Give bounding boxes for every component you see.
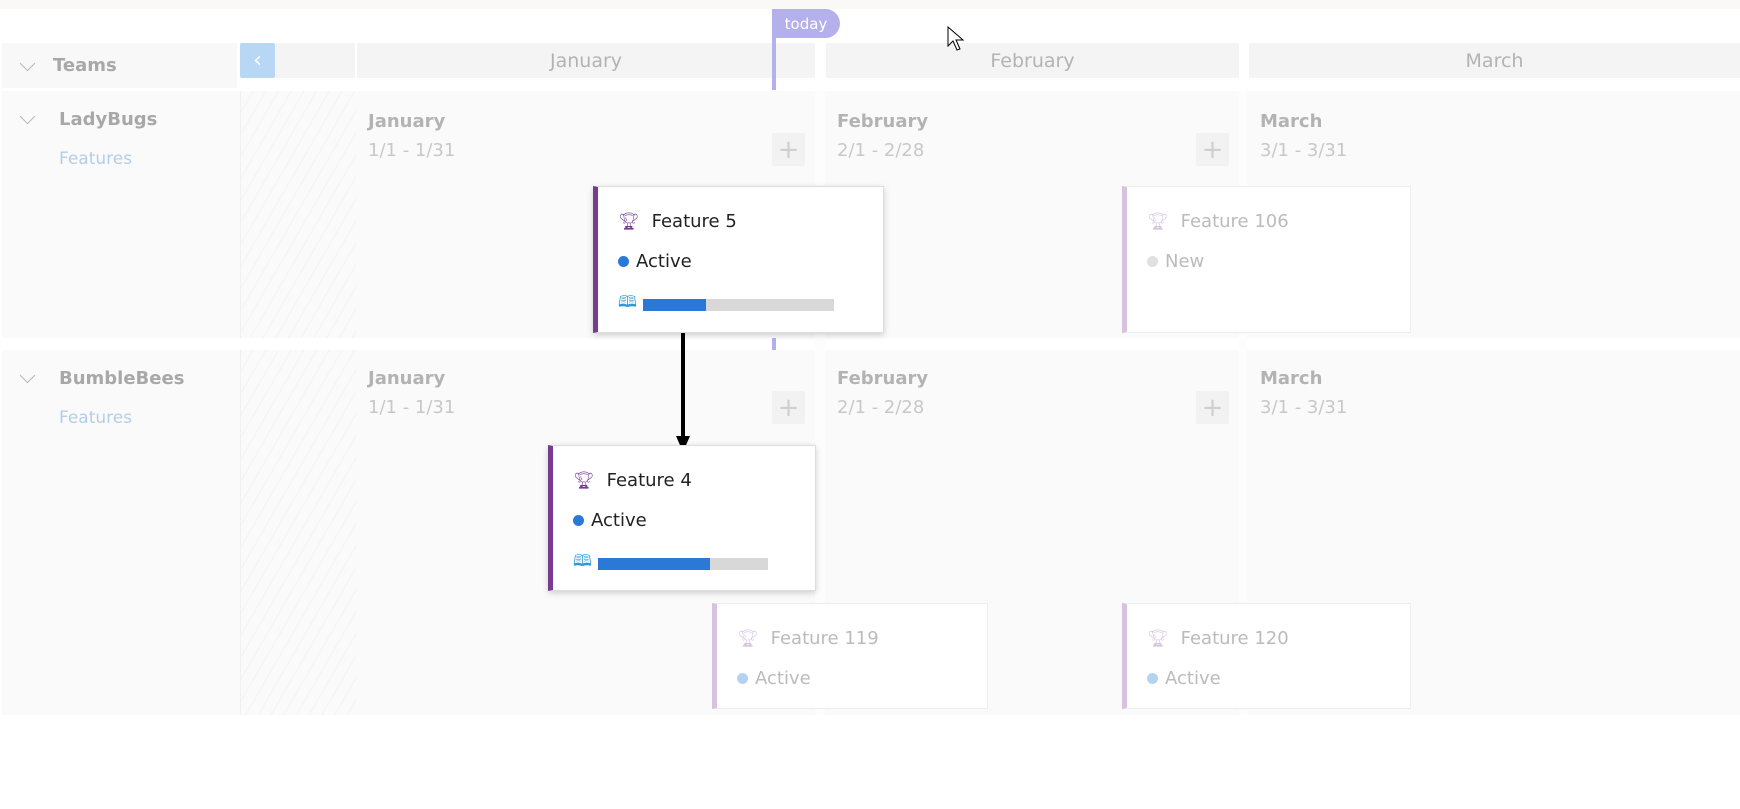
collapse-button[interactable]: ‹ xyxy=(240,43,275,78)
dependency-arrow xyxy=(676,332,690,452)
progress-bar xyxy=(597,557,768,570)
add-item-button[interactable]: + xyxy=(772,391,805,424)
trophy-icon: 🏆︎ xyxy=(737,628,759,649)
iteration-label: January 1/1 - 1/31 xyxy=(368,111,456,161)
card-title[interactable]: Feature 106 xyxy=(1180,211,1289,232)
column-divider xyxy=(815,91,825,715)
card-title[interactable]: Feature 5 xyxy=(651,211,737,232)
team-cell: LadyBugs Features xyxy=(2,91,239,338)
book-icon: 🕮︎ xyxy=(618,292,637,311)
feature-card[interactable]: 🏆︎ Feature 120 Active xyxy=(1122,603,1411,709)
feature-card[interactable]: 🏆︎ Feature 119 Active xyxy=(712,603,988,709)
chevron-down-icon[interactable] xyxy=(19,367,36,384)
feature-card[interactable]: 🏆︎ Feature 4 Active 🕮︎ xyxy=(548,445,816,591)
progress-bar xyxy=(642,298,834,311)
today-line xyxy=(772,38,776,90)
card-state: Active xyxy=(591,510,647,531)
iteration-label: February 2/1 - 2/28 xyxy=(837,111,929,161)
card-title[interactable]: Feature 120 xyxy=(1180,628,1289,649)
iteration-label: March 3/1 - 3/31 xyxy=(1260,111,1348,161)
state-dot xyxy=(737,673,748,684)
progress-fill xyxy=(597,557,711,570)
state-dot xyxy=(1147,673,1158,684)
iteration-label: February 2/1 - 2/28 xyxy=(837,368,929,418)
trophy-icon: 🏆︎ xyxy=(1147,211,1169,232)
card-state: Active xyxy=(1165,668,1221,689)
past-area xyxy=(240,91,356,338)
team-name: LadyBugs xyxy=(59,109,158,130)
card-state: Active xyxy=(636,251,692,272)
month-header-january: January xyxy=(357,43,815,78)
add-item-button[interactable]: + xyxy=(772,133,805,166)
card-title[interactable]: Feature 4 xyxy=(606,470,692,491)
top-strip xyxy=(0,0,1740,9)
chevron-down-icon[interactable] xyxy=(19,108,36,125)
today-marker: today xyxy=(772,9,840,38)
features-link[interactable]: Features xyxy=(59,408,133,428)
month-header-february: February xyxy=(826,43,1239,78)
iteration-label: March 3/1 - 3/31 xyxy=(1260,368,1348,418)
month-header-march: March xyxy=(1249,43,1740,78)
team-name: BumbleBees xyxy=(59,368,185,389)
team-cell: BumbleBees Features xyxy=(2,350,239,715)
trophy-icon: 🏆︎ xyxy=(1147,628,1169,649)
header-spacer xyxy=(275,43,355,78)
state-dot xyxy=(573,515,584,526)
chevron-down-icon xyxy=(19,55,36,72)
features-link[interactable]: Features xyxy=(59,149,133,169)
mouse-cursor-icon xyxy=(947,26,965,51)
teams-header[interactable]: Teams xyxy=(2,43,237,88)
state-dot xyxy=(618,256,629,267)
trophy-icon: 🏆︎ xyxy=(618,211,640,232)
past-area xyxy=(240,350,356,715)
progress-fill xyxy=(642,298,706,311)
chevron-left-icon: ‹ xyxy=(253,48,262,73)
card-title[interactable]: Feature 119 xyxy=(770,628,879,649)
add-item-button[interactable]: + xyxy=(1196,391,1229,424)
card-state: New xyxy=(1165,251,1205,272)
iteration-label: January 1/1 - 1/31 xyxy=(368,368,456,418)
feature-card[interactable]: 🏆︎ Feature 106 New xyxy=(1122,186,1411,333)
teams-label: Teams xyxy=(53,55,117,76)
card-state: Active xyxy=(755,668,811,689)
trophy-icon: 🏆︎ xyxy=(573,470,595,491)
state-dot xyxy=(1147,256,1158,267)
feature-card[interactable]: 🏆︎ Feature 5 Active 🕮︎ xyxy=(593,186,884,333)
add-item-button[interactable]: + xyxy=(1196,133,1229,166)
book-icon: 🕮︎ xyxy=(573,551,592,570)
column-divider xyxy=(1239,91,1247,715)
today-line xyxy=(772,338,776,350)
